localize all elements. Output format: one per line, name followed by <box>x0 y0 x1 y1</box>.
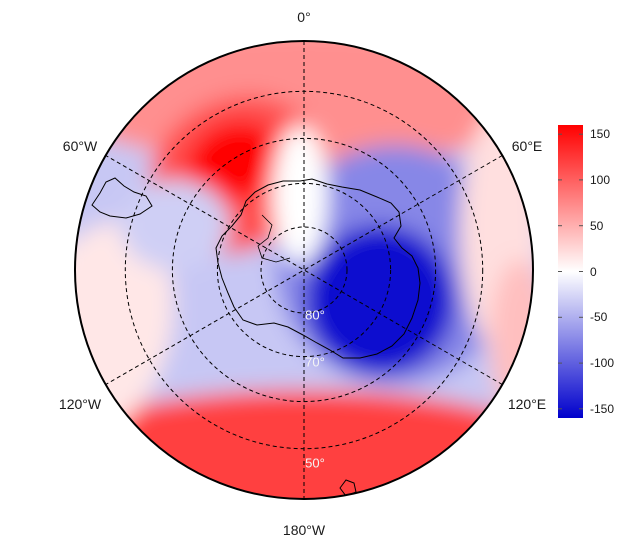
colorbar-tick-label: 50 <box>590 218 604 233</box>
south-america-tip-path <box>91 177 153 219</box>
meridian-line <box>105 155 503 385</box>
lon-label-180w: 180°W <box>282 522 326 538</box>
colorbar-tick-label: 150 <box>590 127 611 142</box>
latitude-circle <box>260 226 348 314</box>
lon-label-120e: 120°E <box>507 396 547 412</box>
lon-label-0: 0° <box>297 9 311 25</box>
lon-label-60e: 60°E <box>511 138 543 154</box>
lat-label-80: 80° <box>305 307 325 323</box>
lat-label-70: 70° <box>305 354 325 370</box>
lon-label-120w: 120°W <box>58 396 102 412</box>
colorbar-tick-label: -50 <box>590 310 608 325</box>
ice-shelf-path <box>257 214 291 263</box>
meridian-line <box>105 155 503 385</box>
colorbar-tick-label: 100 <box>590 172 611 187</box>
colorbar-tick-label: -150 <box>590 401 615 416</box>
map-border <box>74 40 534 500</box>
colorbar-tick-label: 0 <box>590 264 597 279</box>
anomaly-field <box>75 41 533 499</box>
lat-label-50: 50° <box>305 455 325 471</box>
graticule <box>105 41 503 499</box>
colorbar-tick-label: -100 <box>590 356 615 371</box>
lon-label-60w: 60°W <box>62 138 98 154</box>
